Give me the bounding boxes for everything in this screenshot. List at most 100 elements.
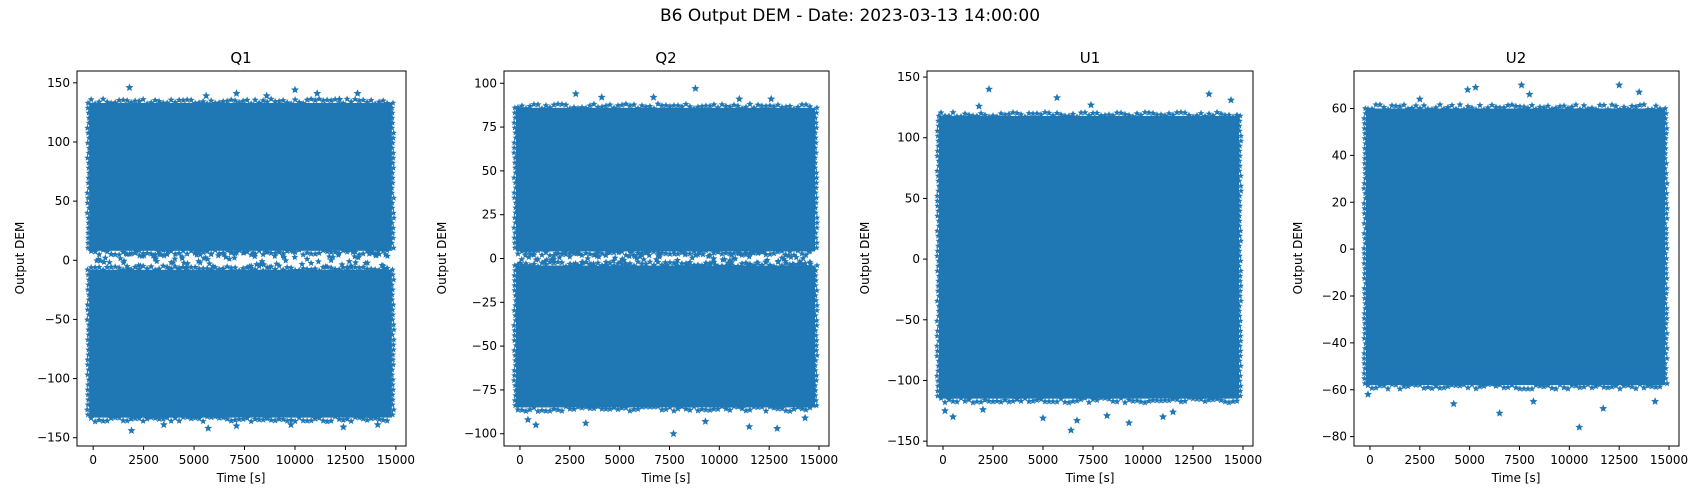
data-point: [1564, 104, 1572, 111]
x-tick-label: 5000: [604, 453, 635, 467]
data-point: [766, 403, 774, 410]
data-point: [969, 399, 977, 406]
data-point: [1065, 399, 1073, 406]
x-axis-label: Time [s]: [1491, 471, 1541, 485]
data-point: [511, 332, 518, 339]
data-point: [389, 224, 397, 231]
data-point: [84, 244, 92, 251]
data-point: [1592, 382, 1600, 390]
data-point: [1362, 140, 1369, 147]
data-point: [1662, 140, 1669, 147]
data-point: [704, 252, 712, 260]
data-point: [674, 102, 682, 109]
data-point: [626, 407, 634, 414]
data-point: [570, 260, 578, 268]
data-point: [151, 96, 159, 104]
data-point: [193, 251, 201, 258]
data-point: [1361, 285, 1368, 292]
data-point: [1662, 335, 1670, 342]
data-point: [339, 416, 347, 423]
data-point: [151, 266, 159, 273]
data-point: [511, 189, 518, 196]
data-point: [812, 397, 820, 404]
data-point: [934, 267, 941, 274]
data-point: [965, 396, 973, 403]
data-point: [1049, 111, 1057, 119]
data-point: [85, 149, 92, 156]
data-point: [1001, 111, 1009, 118]
data-point: [354, 254, 362, 261]
data-point: [85, 296, 93, 303]
data-point: [1185, 111, 1193, 119]
data-point: [758, 261, 766, 268]
data-point: [1021, 394, 1029, 402]
data-point: [1141, 108, 1149, 116]
data-point: [1013, 395, 1021, 403]
outlier-point: [975, 102, 983, 110]
data-point: [812, 267, 819, 274]
data-point: [550, 101, 558, 108]
data-point: [227, 249, 235, 256]
data-point: [375, 415, 383, 423]
data-point: [347, 262, 355, 269]
data-point: [802, 262, 810, 270]
data-point: [295, 98, 303, 106]
data-point: [790, 105, 798, 112]
data-point: [1221, 111, 1229, 119]
data-point: [389, 109, 396, 116]
data-point: [1408, 104, 1416, 111]
data-point: [319, 97, 327, 104]
data-point: [390, 129, 397, 136]
data-point: [511, 352, 519, 359]
data-point: [933, 352, 941, 359]
data-point: [526, 102, 534, 110]
data-point: [1109, 112, 1117, 119]
data-point: [1229, 397, 1237, 405]
data-point: [1564, 385, 1572, 392]
y-tick-label: −20: [1322, 289, 1347, 303]
data-point: [389, 119, 396, 126]
data-point: [1440, 384, 1448, 391]
data-point: [1662, 130, 1670, 137]
data-point: [511, 347, 518, 354]
data-point: [1137, 398, 1145, 405]
data-point: [1472, 105, 1480, 113]
data-point: [511, 382, 519, 389]
data-point: [85, 326, 92, 333]
data-point: [812, 327, 819, 334]
data-point: [1081, 394, 1089, 401]
data-point: [1420, 384, 1428, 392]
data-point: [934, 327, 941, 334]
data-point: [267, 249, 275, 257]
data-point: [1663, 305, 1670, 312]
data-point: [754, 101, 762, 108]
data-point: [722, 249, 730, 256]
data-point: [638, 251, 645, 258]
data-point: [1197, 109, 1205, 117]
data-point: [1408, 380, 1416, 388]
data-point: [511, 367, 518, 374]
data-point: [84, 356, 91, 363]
data-point: [1388, 380, 1396, 388]
data-point: [726, 103, 734, 110]
data-point: [240, 249, 248, 256]
data-point: [137, 262, 144, 269]
data-point: [935, 257, 942, 264]
data-point: [1404, 105, 1412, 112]
data-point: [1662, 235, 1670, 242]
data-point: [390, 244, 397, 251]
data-point: [315, 258, 322, 265]
data-point: [375, 98, 383, 105]
data-point: [586, 102, 594, 109]
data-point: [226, 255, 233, 262]
data-point: [182, 264, 190, 272]
data-point: [738, 104, 746, 112]
data-point: [574, 403, 582, 410]
data-point: [227, 96, 235, 103]
y-tick-label: 150: [47, 76, 70, 90]
data-point: [259, 267, 267, 274]
data-point: [351, 413, 359, 421]
data-point: [1361, 330, 1369, 337]
data-point: [1432, 104, 1440, 111]
outlier-point: [1471, 83, 1480, 91]
